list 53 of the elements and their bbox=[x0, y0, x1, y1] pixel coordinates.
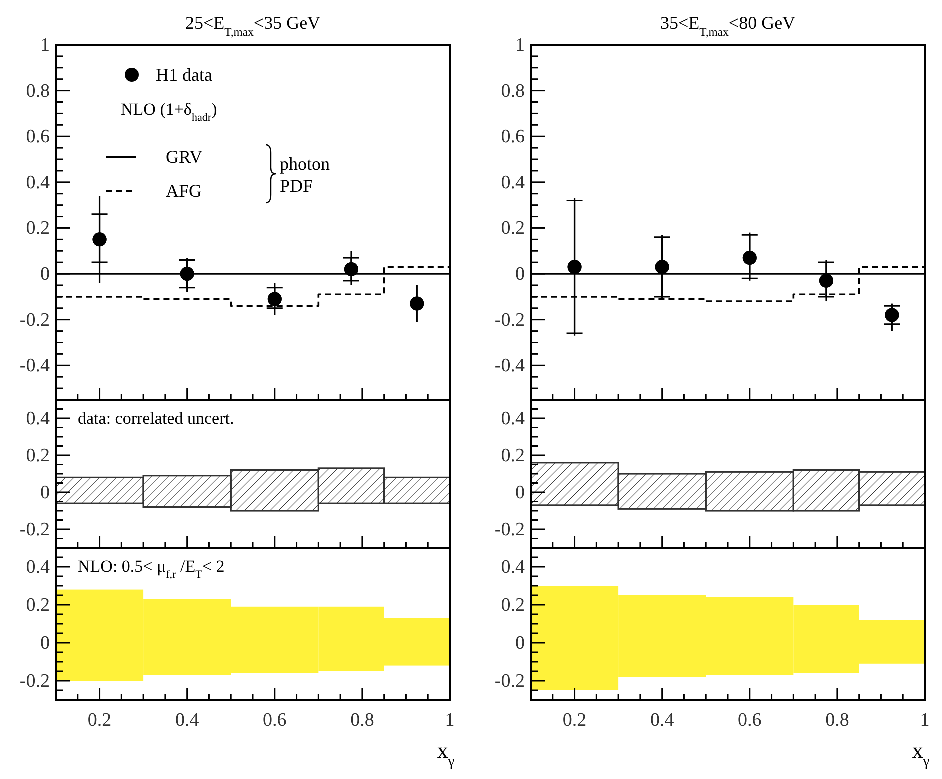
x-tick-label: 1 bbox=[445, 710, 455, 731]
x-tick-label: 0.4 bbox=[175, 710, 200, 731]
y-tick-label: 0.4 bbox=[26, 557, 50, 578]
y-tick-label: 0.2 bbox=[501, 595, 525, 616]
x-axis-title: x$_{γ}$ bbox=[437, 738, 455, 770]
y-tick-label: 0 bbox=[516, 482, 525, 504]
y-tick-label: 1 bbox=[40, 35, 50, 56]
x-tick-label: 0.8 bbox=[826, 710, 850, 731]
x-tick-label: 0.2 bbox=[88, 710, 112, 731]
y-tick-label: 0.8 bbox=[501, 80, 525, 102]
y-tick-label: 0.4 bbox=[26, 408, 50, 430]
y-tick-label: 0 bbox=[40, 264, 50, 286]
chart-title: 35<E$_{T,max}$<80 GeV bbox=[660, 13, 796, 38]
y-tick-label: 0.6 bbox=[26, 126, 50, 148]
x-tick-label: 0.6 bbox=[263, 710, 287, 731]
y-tick-label: 0.4 bbox=[501, 172, 526, 194]
y-tick-label: -0.4 bbox=[20, 356, 50, 377]
legend-label: H1 data bbox=[156, 65, 212, 85]
x-tick-label: 0.8 bbox=[350, 710, 374, 731]
y-tick-label: 0.2 bbox=[26, 595, 50, 616]
y-tick-label: 0.2 bbox=[501, 446, 525, 466]
legend-label: AFG bbox=[166, 181, 202, 201]
y-tick-label: 0.2 bbox=[26, 218, 50, 240]
y-tick-label: 0.4 bbox=[501, 408, 526, 430]
y-tick-label: 0.4 bbox=[501, 557, 526, 578]
y-tick-label: 0 bbox=[516, 633, 525, 654]
x-tick-label: 0.6 bbox=[738, 710, 762, 731]
x-axis-title: x$_{γ}$ bbox=[912, 738, 930, 770]
y-tick-label: -0.4 bbox=[494, 356, 526, 377]
x-tick-label: 0.4 bbox=[650, 710, 675, 731]
y-tick-label: -0.2 bbox=[20, 520, 50, 540]
y-tick-label: 0.8 bbox=[26, 80, 50, 102]
y-tick-label: 0 bbox=[40, 482, 50, 504]
y-tick-label: 1 bbox=[516, 35, 525, 56]
y-tick-label: 0 bbox=[40, 633, 50, 654]
y-tick-label: 0.2 bbox=[26, 446, 50, 466]
y-tick-label: -0.2 bbox=[494, 671, 525, 692]
y-tick-label: -0.2 bbox=[20, 310, 50, 331]
y-tick-label: 0.6 bbox=[501, 126, 525, 148]
x-tick-label: 0.2 bbox=[562, 710, 587, 731]
y-tick-label: 0.4 bbox=[26, 172, 50, 194]
annotation: photon PDF bbox=[280, 154, 330, 196]
legend-title: NLO (1+δ$_{hadr}$) bbox=[121, 100, 218, 124]
y-tick-label: -0.2 bbox=[20, 671, 50, 692]
y-tick-label: 0.2 bbox=[501, 218, 525, 240]
legend-label: GRV bbox=[166, 147, 203, 167]
annotation: data: correlated uncert. bbox=[78, 409, 234, 428]
chart-title: 25<E$_{T,max}$<35 GeV bbox=[185, 13, 321, 38]
y-tick-label: -0.2 bbox=[494, 310, 525, 331]
x-tick-label: 1 bbox=[920, 710, 930, 731]
y-tick-label: 0 bbox=[516, 264, 525, 286]
y-tick-label: -0.2 bbox=[494, 520, 525, 540]
annotation: NLO: 0.5< μ$_{f,r}$ /E$_{T}$< 2 bbox=[78, 557, 225, 581]
